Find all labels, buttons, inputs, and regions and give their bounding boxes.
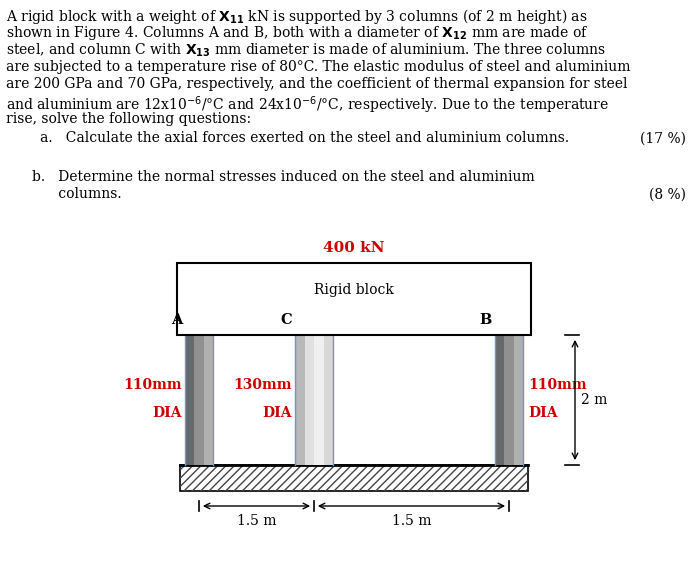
Text: columns.: columns. xyxy=(32,188,122,202)
Bar xyxy=(495,335,504,465)
Text: are subjected to a temperature rise of 80°C. The elastic modulus of steel and al: are subjected to a temperature rise of 8… xyxy=(6,59,630,73)
Bar xyxy=(177,263,531,335)
Bar xyxy=(194,335,203,465)
Text: (17 %): (17 %) xyxy=(640,132,686,146)
Bar xyxy=(513,335,523,465)
Bar xyxy=(203,335,213,465)
Text: 130mm: 130mm xyxy=(233,378,292,392)
Bar xyxy=(180,465,528,491)
Text: (8 %): (8 %) xyxy=(649,188,686,202)
Text: DIA: DIA xyxy=(262,406,292,420)
Bar xyxy=(504,335,513,465)
Bar xyxy=(185,335,194,465)
Bar xyxy=(180,465,528,491)
Text: 110mm: 110mm xyxy=(528,378,587,392)
Text: a.   Calculate the axial forces exerted on the steel and aluminium columns.: a. Calculate the axial forces exerted on… xyxy=(40,132,569,146)
Bar xyxy=(304,335,314,465)
Text: are 200 GPa and 70 GPa, respectively, and the coefficient of thermal expansion f: are 200 GPa and 70 GPa, respectively, an… xyxy=(6,77,628,91)
Text: steel, and column C with $\mathbf{X_{13}}$ mm diameter is made of aluminium. The: steel, and column C with $\mathbf{X_{13}… xyxy=(6,42,606,59)
Text: and aluminium are 12x10$^{-6}$/°C and 24x10$^{-6}$/°C, respectively. Due to the : and aluminium are 12x10$^{-6}$/°C and 24… xyxy=(6,94,609,116)
Text: shown in Figure 4. Columns A and B, both with a diameter of $\mathbf{X_{12}}$ mm: shown in Figure 4. Columns A and B, both… xyxy=(6,24,589,43)
Text: DIA: DIA xyxy=(528,406,558,420)
Text: A: A xyxy=(171,313,182,327)
Text: 400 kN: 400 kN xyxy=(323,241,385,255)
Text: 1.5 m: 1.5 m xyxy=(237,514,276,528)
Text: DIA: DIA xyxy=(152,406,182,420)
Text: rise, solve the following questions:: rise, solve the following questions: xyxy=(6,112,251,126)
Text: 2 m: 2 m xyxy=(581,393,608,407)
Bar xyxy=(295,335,304,465)
Text: A rigid block with a weight of $\mathbf{X_{11}}$ kN is supported by 3 columns (o: A rigid block with a weight of $\mathbf{… xyxy=(6,7,588,26)
Text: Rigid block: Rigid block xyxy=(314,283,394,297)
Bar xyxy=(314,335,323,465)
Text: b.   Determine the normal stresses induced on the steel and aluminium: b. Determine the normal stresses induced… xyxy=(32,170,535,184)
Text: 110mm: 110mm xyxy=(123,378,182,392)
Text: C: C xyxy=(280,313,292,327)
Bar xyxy=(323,335,333,465)
Text: B: B xyxy=(480,313,492,327)
Text: 1.5 m: 1.5 m xyxy=(392,514,431,528)
